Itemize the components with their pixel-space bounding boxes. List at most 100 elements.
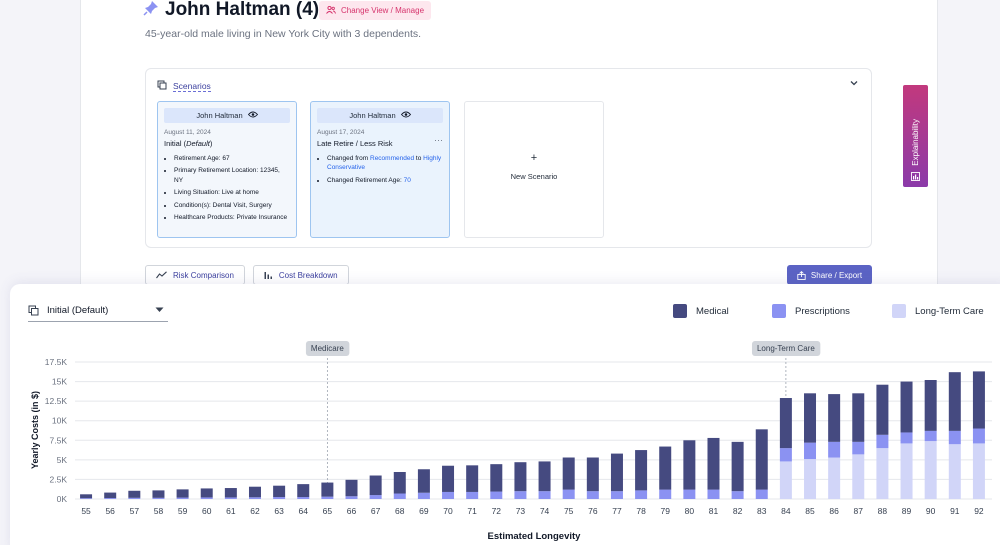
x-tick-label: 60: [202, 506, 212, 516]
bar-segment: [586, 457, 599, 492]
list-item: Living Situation: Live at home: [174, 188, 290, 197]
bar-segment: [900, 432, 913, 444]
tab-risk-comparison[interactable]: Risk Comparison: [145, 265, 245, 285]
bar-segment: [900, 381, 913, 433]
annotation-label: Long-Term Care: [757, 344, 815, 353]
bar-segment: [659, 489, 672, 499]
more-options-icon[interactable]: ···: [434, 135, 443, 145]
eye-icon[interactable]: [400, 111, 411, 120]
card-owner-name: John Haltman: [196, 111, 243, 120]
bar-segment: [828, 394, 841, 442]
bars-icon: [264, 272, 272, 279]
card-owner-name: John Haltman: [349, 111, 396, 120]
x-tick-label: 56: [105, 506, 115, 516]
bar-segment: [924, 441, 937, 499]
scenario-card-initial[interactable]: John Haltman August 11, 2024 Initial (De…: [157, 101, 297, 238]
x-tick-label: 92: [974, 506, 984, 516]
y-tick-label: 12.5K: [45, 396, 68, 406]
bar-segment: [417, 492, 430, 499]
x-tick-label: 84: [781, 506, 791, 516]
y-tick-label: 0K: [57, 494, 68, 504]
y-tick-label: 2.5K: [50, 474, 68, 484]
y-tick-label: 10K: [52, 416, 67, 426]
scenario-card-late-retire[interactable]: John Haltman ··· August 17, 2024 Late Re…: [310, 101, 450, 238]
bar-segment: [466, 491, 479, 499]
x-axis-title: Estimated Longevity: [488, 531, 582, 542]
bar-segment: [321, 496, 334, 499]
x-tick-label: 80: [685, 506, 695, 516]
bar-segment: [345, 496, 358, 499]
bar-segment: [273, 485, 286, 498]
bar-segment: [779, 461, 792, 499]
share-label: Share / Export: [810, 270, 863, 280]
bar-segment: [852, 393, 865, 442]
scenarios-header[interactable]: Scenarios: [157, 80, 211, 92]
share-export-button[interactable]: Share / Export: [787, 265, 872, 285]
bar-segment: [828, 441, 841, 458]
x-tick-label: 82: [733, 506, 743, 516]
x-tick-label: 71: [467, 506, 477, 516]
bar-segment: [707, 437, 720, 490]
bar-segment: [490, 491, 503, 499]
eye-icon[interactable]: [247, 111, 258, 120]
bar-segment: [900, 443, 913, 499]
bar-segment: [369, 495, 382, 499]
y-axis-title: Yearly Costs (in $): [30, 391, 40, 469]
bar-segment: [104, 492, 117, 499]
view-tabs: Risk Comparison Cost Breakdown: [145, 265, 349, 285]
bar-segment: [804, 459, 817, 499]
change-view-button[interactable]: Change View / Manage: [319, 1, 432, 20]
bar-segment: [948, 430, 961, 445]
x-tick-label: 66: [347, 506, 357, 516]
explainability-label: Explainability: [911, 119, 920, 166]
bar-segment: [176, 497, 189, 499]
new-scenario-card[interactable]: + New Scenario: [464, 101, 604, 238]
chart-card: Initial (Default) Medical Prescriptions …: [10, 284, 1000, 545]
bar-segment: [972, 443, 985, 499]
bar-segment: [297, 484, 310, 498]
bar-segment: [876, 384, 889, 435]
scenario-selector[interactable]: Initial (Default): [28, 300, 168, 322]
bar-segment: [779, 448, 792, 462]
x-tick-label: 75: [564, 506, 574, 516]
bar-segment: [924, 430, 937, 442]
x-tick-label: 76: [588, 506, 598, 516]
card-details: Changed from Recommended to Highly Conse…: [317, 154, 443, 185]
plus-icon: +: [530, 152, 538, 164]
dropdown-caret-icon: [155, 306, 164, 315]
cost-chart: 0K 2.5K 5K 7.5K 10K 12.5K 15K 17.5K Medicare Long…: [30, 341, 992, 542]
bar-segment: [248, 497, 261, 499]
y-tick-label: 5K: [57, 455, 68, 465]
legend-label: Long-Term Care: [915, 305, 984, 317]
bar-segment: [562, 457, 575, 490]
x-tick-label: 55: [81, 506, 91, 516]
pin-icon[interactable]: [143, 0, 161, 18]
bar-segment: [755, 489, 768, 499]
list-item: Retirement Age: 67: [174, 154, 290, 163]
client-name: John Haltman (4): [165, 0, 320, 20]
scenarios-heading[interactable]: Scenarios: [173, 80, 211, 92]
x-tick-label: 90: [926, 506, 936, 516]
bar-segment: [490, 464, 503, 492]
list-item: Primary Retirement Location: 12345, NY: [174, 166, 290, 185]
bar-segment: [152, 490, 165, 498]
bar-segment: [804, 442, 817, 460]
legend-swatch: [673, 304, 687, 318]
x-tick-label: 88: [878, 506, 888, 516]
x-tick-label: 89: [902, 506, 912, 516]
x-tick-label: 87: [854, 506, 864, 516]
card-date: August 11, 2024: [164, 129, 211, 136]
x-tick-label: 69: [419, 506, 429, 516]
explainability-tab[interactable]: Explainability: [903, 85, 928, 187]
bar-segment: [562, 489, 575, 499]
card-date: August 17, 2024: [317, 129, 365, 136]
tab-label: Cost Breakdown: [278, 270, 338, 280]
legend-label: Medical: [696, 305, 729, 317]
bar-segment: [635, 450, 648, 491]
bar-segment: [128, 497, 141, 499]
selector-value: Initial (Default): [47, 305, 109, 316]
chevron-down-icon[interactable]: [849, 78, 859, 91]
tab-cost-breakdown[interactable]: Cost Breakdown: [252, 265, 349, 285]
bar-segment: [538, 491, 551, 499]
x-tick-label: 68: [395, 506, 405, 516]
